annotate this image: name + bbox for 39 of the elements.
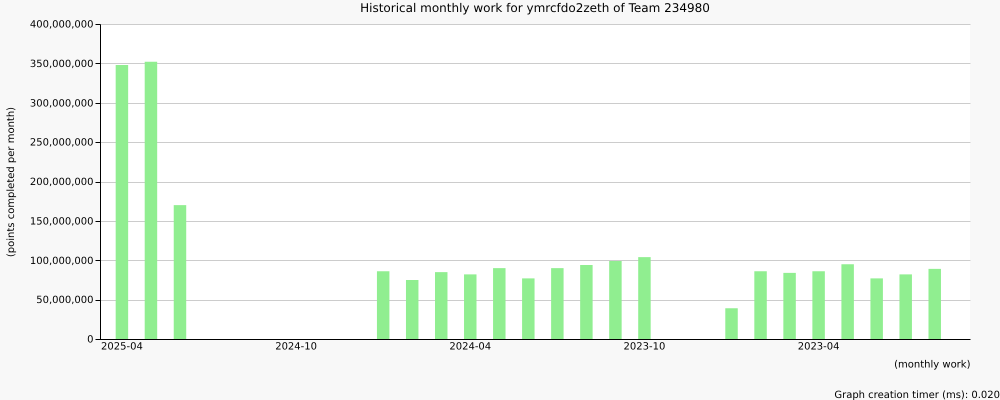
x-tick-label: 2023-04 bbox=[798, 342, 840, 352]
bar bbox=[116, 64, 128, 339]
y-tick-label: 300,000,000 bbox=[30, 98, 94, 110]
y-tick-label: 100,000,000 bbox=[30, 256, 94, 267]
bar bbox=[812, 271, 825, 339]
x-tick-label: 2023-10 bbox=[624, 342, 666, 352]
bar bbox=[609, 261, 622, 339]
y-axis-title: (points completed per month) bbox=[6, 106, 17, 258]
bar bbox=[638, 257, 651, 339]
bar bbox=[493, 268, 506, 339]
bar bbox=[928, 268, 941, 339]
x-axis-title: (monthly work) bbox=[894, 360, 971, 370]
x-tick-label: 2025-04 bbox=[101, 342, 143, 352]
bar bbox=[580, 264, 593, 339]
bar bbox=[434, 272, 448, 339]
bar bbox=[783, 272, 796, 339]
chart-title: Historical monthly work for ymrcfdo2zeth of Team 234980 bbox=[360, 1, 710, 15]
x-tick-label: 2024-10 bbox=[275, 342, 317, 352]
bar bbox=[841, 264, 854, 339]
y-tick-label: 250,000,000 bbox=[30, 138, 94, 149]
y-tick-label: 0 bbox=[87, 334, 94, 346]
bar bbox=[522, 278, 535, 339]
text: Graph creation timer (ms): 0.020 bbox=[834, 390, 1000, 400]
y-tick-label: 350,000,000 bbox=[30, 58, 94, 70]
bar bbox=[376, 271, 390, 339]
y-tick-label: 150,000,000 bbox=[30, 216, 94, 228]
x-tick-label: 2024-04 bbox=[449, 342, 492, 352]
bar bbox=[406, 280, 418, 339]
bar bbox=[899, 274, 912, 339]
bar bbox=[464, 274, 477, 339]
y-tick-label: 200,000,000 bbox=[30, 177, 94, 188]
bar bbox=[144, 62, 158, 339]
bar bbox=[870, 278, 883, 339]
bar bbox=[551, 268, 564, 339]
bar bbox=[725, 308, 738, 339]
y-tick-label: 400,000,000 bbox=[30, 20, 94, 30]
bar bbox=[174, 205, 186, 339]
bar bbox=[754, 271, 767, 339]
y-tick-label: 50,000,000 bbox=[36, 295, 94, 306]
